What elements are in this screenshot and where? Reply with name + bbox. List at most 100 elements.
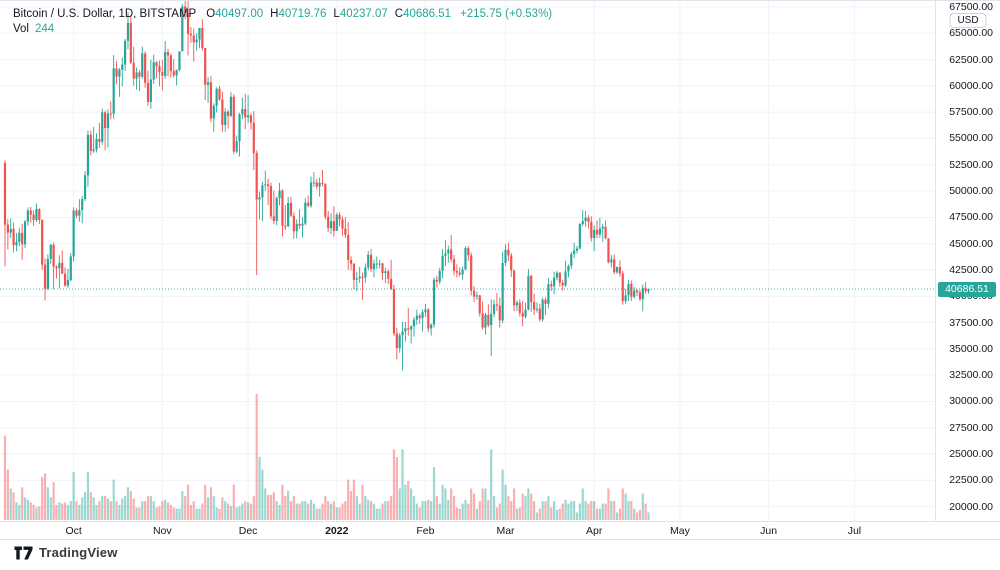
volume-bar — [381, 503, 384, 520]
candle-body — [104, 112, 107, 128]
candle-body — [61, 262, 64, 274]
volume-bar — [504, 484, 507, 520]
price-tick-label: 25000.00 — [949, 448, 993, 460]
symbol-title[interactable]: Bitcoin / U.S. Dollar, 1D, BITSTAMP — [13, 8, 197, 20]
candle-body — [109, 113, 112, 115]
candle-body — [481, 313, 484, 328]
candle-body — [432, 279, 436, 325]
candle-body — [633, 290, 636, 297]
volume-bar — [547, 496, 550, 520]
volume-bar — [412, 496, 416, 520]
candle-body — [550, 284, 553, 287]
volume-bar — [581, 488, 584, 520]
candle-body — [458, 272, 461, 275]
candle-body — [149, 79, 152, 102]
candle-body — [558, 272, 561, 283]
candle-body — [475, 295, 478, 297]
candle-body — [324, 183, 327, 217]
volume-bar — [18, 504, 21, 520]
price-tick-label: 27500.00 — [949, 421, 993, 434]
price-chart-canvas[interactable] — [0, 1, 935, 521]
volume-bar — [35, 507, 38, 520]
price-tick-label: 37500.00 — [949, 316, 993, 329]
candle-body — [329, 221, 333, 229]
volume-bar — [229, 506, 233, 520]
candle-body — [229, 96, 233, 116]
volume-bar — [461, 503, 464, 520]
volume-bar — [424, 501, 427, 520]
candle-body — [455, 270, 458, 273]
volume-bar — [272, 492, 275, 520]
candle-body — [269, 186, 273, 217]
candle-body — [327, 216, 330, 229]
volume-bar — [475, 508, 478, 520]
volume-bar — [275, 501, 278, 520]
volume-bar — [255, 394, 258, 520]
volume-bar — [624, 493, 627, 520]
volume-bar — [432, 467, 436, 520]
volume-bar — [284, 496, 287, 520]
tradingview-logo[interactable]: TradingView — [14, 545, 118, 560]
price-tick-label: 67500.00 — [949, 0, 993, 13]
volume-bar — [198, 508, 201, 520]
time-axis[interactable]: Oct Nov Dec 2022 Feb Mar Apr May Jun Jul — [0, 521, 1000, 540]
volume-bar — [247, 502, 250, 520]
volume-bar — [192, 501, 195, 520]
candle-body — [487, 314, 490, 326]
volume-bar — [530, 493, 533, 520]
candle-body — [412, 319, 416, 327]
candle-body — [69, 256, 72, 281]
candle-body — [404, 328, 407, 332]
candle-body — [18, 232, 21, 242]
candle-body — [66, 280, 70, 286]
candle-body — [166, 52, 170, 56]
volume-bar — [55, 504, 58, 520]
candle-body — [264, 184, 267, 186]
candle-body — [235, 141, 238, 152]
time-tick-label: Oct — [65, 525, 82, 537]
candle-body — [115, 68, 118, 77]
candle-body — [209, 82, 213, 119]
volume-bar — [95, 504, 98, 520]
time-tick-label: May — [670, 525, 690, 537]
price-tick-label: 55000.00 — [949, 132, 993, 145]
candle-body — [172, 71, 175, 76]
candle-body — [372, 263, 376, 270]
volume-bar — [435, 496, 438, 520]
volume-bar — [318, 508, 321, 520]
candle-body — [272, 216, 275, 222]
volume-bar — [487, 499, 490, 520]
candle-body — [72, 210, 75, 257]
legend-volume-row[interactable]: Vol 244 — [13, 22, 552, 37]
volume-bar — [309, 499, 313, 520]
candle-body — [461, 269, 464, 275]
volume-bar — [521, 493, 524, 520]
high-value: H40719.76 — [270, 8, 327, 20]
price-axis[interactable]: 20000.00 22500.00 25000.00 27500.00 30000.00… — [935, 1, 1000, 540]
volume-bar — [63, 502, 67, 520]
volume-bar — [189, 504, 192, 520]
candle-body — [604, 226, 607, 239]
time-tick-label: Jul — [847, 525, 862, 537]
candle-body — [384, 271, 387, 273]
volume-bar — [407, 480, 410, 520]
candle-body — [89, 134, 92, 152]
candle-body — [381, 263, 384, 273]
volume-bar — [312, 503, 315, 520]
volume-bar — [470, 488, 473, 520]
candle-body — [584, 217, 587, 222]
candle-body — [221, 99, 224, 126]
volume-bar — [355, 496, 358, 520]
candle-body — [189, 33, 192, 36]
price-tick-label: 30000.00 — [949, 395, 993, 408]
volume-bar — [401, 449, 404, 520]
candle-body — [495, 304, 499, 306]
chart-pane[interactable]: Bitcoin / U.S. Dollar, 1D, BITSTAMP O4049… — [0, 1, 935, 521]
candle-body — [638, 292, 642, 300]
volume-bar — [23, 497, 27, 520]
candle-body — [555, 272, 559, 278]
legend-ohlc-row[interactable]: Bitcoin / U.S. Dollar, 1D, BITSTAMP O4049… — [13, 7, 552, 22]
candle-body — [598, 228, 601, 235]
candle-body — [206, 82, 210, 85]
volume-bar — [29, 502, 32, 520]
